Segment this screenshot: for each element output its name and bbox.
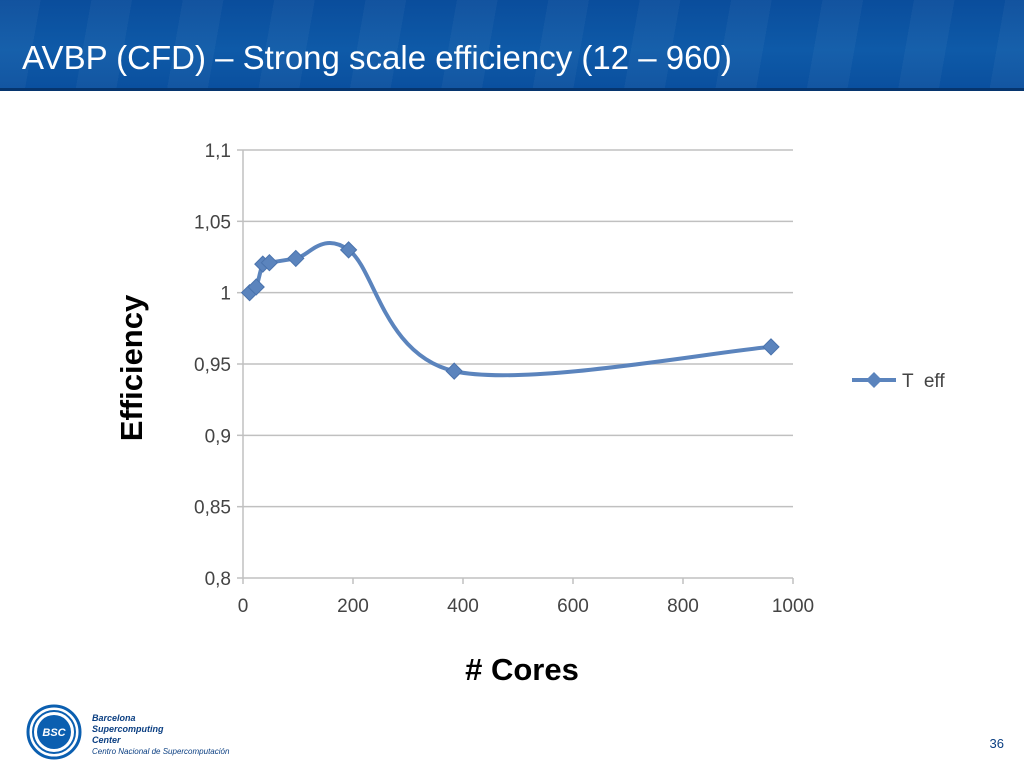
- logo-line2: Supercomputing: [92, 724, 164, 734]
- title-bar-texture: [0, 0, 1024, 91]
- legend-swatch-marker: [866, 372, 882, 388]
- y-tick-label: 0,95: [194, 355, 231, 376]
- logo-mark-text: BSC: [42, 727, 66, 739]
- y-tick-label: 1,1: [205, 141, 231, 162]
- title-bar-rule: [0, 88, 1024, 91]
- legend-label: T eff: [902, 371, 945, 392]
- y-tick-label: 0,9: [205, 426, 231, 447]
- y-tick-label: 1,05: [194, 212, 231, 233]
- data-point-marker: [762, 338, 780, 356]
- y-tick-label: 0,8: [205, 569, 231, 590]
- page-number: 36: [989, 736, 1004, 751]
- data-point-marker: [339, 241, 358, 259]
- x-tick-label: 400: [447, 596, 479, 617]
- title-bar: [0, 0, 1024, 91]
- slide-title: AVBP (CFD) – Strong scale efficiency (12…: [22, 39, 732, 76]
- logo-line1: Barcelona: [92, 713, 136, 723]
- y-tick-label: 1: [220, 284, 231, 305]
- data-point-marker: [247, 278, 265, 296]
- logo-subtitle: Centro Nacional de Supercomputación: [92, 747, 230, 756]
- data-point-marker: [445, 362, 463, 380]
- x-tick-label: 800: [667, 596, 699, 617]
- x-axis-label: # Cores: [465, 652, 579, 687]
- x-tick-label: 200: [337, 596, 369, 617]
- x-tick-label: 600: [557, 596, 589, 617]
- logo-text: Barcelona Supercomputing Center Centro N…: [92, 713, 229, 757]
- data-point-marker: [287, 249, 305, 268]
- x-tick-label: 0: [238, 596, 249, 617]
- logo-line3: Center: [92, 735, 121, 745]
- x-tick-label: 1000: [772, 596, 814, 617]
- series-line-0: [247, 241, 773, 378]
- data-point-marker: [260, 253, 279, 272]
- y-axis-label: Efficiency: [114, 294, 149, 442]
- y-tick-label: 0,85: [194, 498, 231, 519]
- bsc-logo-icon: BSC: [26, 704, 82, 760]
